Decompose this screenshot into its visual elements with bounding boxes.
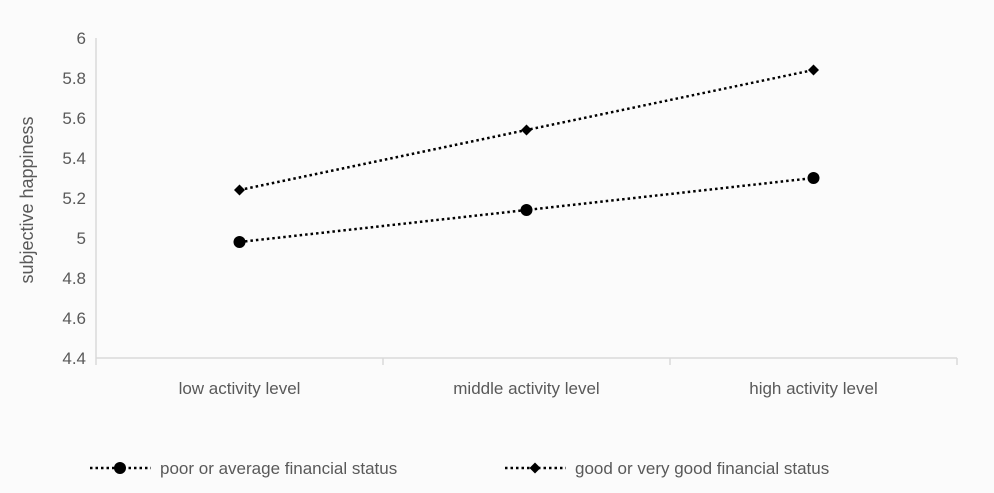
- y-tick-label: 4.8: [62, 269, 86, 288]
- y-tick-label: 4.4: [62, 349, 86, 368]
- x-tick-label: high activity level: [749, 379, 878, 398]
- y-tick-label: 5.8: [62, 69, 86, 88]
- data-point-diamond: [521, 124, 532, 136]
- y-axis-title: subjective happiness: [17, 116, 37, 283]
- series-layer: [233, 64, 820, 248]
- legend-marker-diamond: [529, 462, 541, 474]
- data-point-diamond: [808, 64, 819, 76]
- legend-label: good or very good financial status: [575, 459, 829, 478]
- x-axis: low activity level middle activity level h…: [95, 357, 958, 398]
- y-tick-label: 5.6: [62, 109, 86, 128]
- data-point-circle: [520, 204, 533, 216]
- series-2: [234, 64, 819, 196]
- legend-item: good or very good financial status: [505, 459, 829, 478]
- y-axis: 6 5.8 5.6 5.4 5.2 5 4.8 4.6 4.4: [62, 29, 97, 368]
- x-tick-label: low activity level: [179, 379, 301, 398]
- series-1: [233, 172, 820, 248]
- legend-label: poor or average financial status: [160, 459, 397, 478]
- y-tick-label: 4.6: [62, 309, 86, 328]
- legend-marker-circle: [114, 462, 126, 474]
- data-point-diamond: [234, 184, 245, 196]
- y-tick-label: 5.2: [62, 189, 86, 208]
- y-tick-label: 5: [77, 229, 86, 248]
- x-tick-label: middle activity level: [453, 379, 599, 398]
- y-tick-label: 6: [77, 29, 86, 48]
- y-tick-label: 5.4: [62, 149, 86, 168]
- data-point-circle: [233, 236, 246, 248]
- legend: poor or average financial status good or …: [90, 459, 829, 478]
- legend-item: poor or average financial status: [90, 459, 397, 478]
- data-point-circle: [807, 172, 820, 184]
